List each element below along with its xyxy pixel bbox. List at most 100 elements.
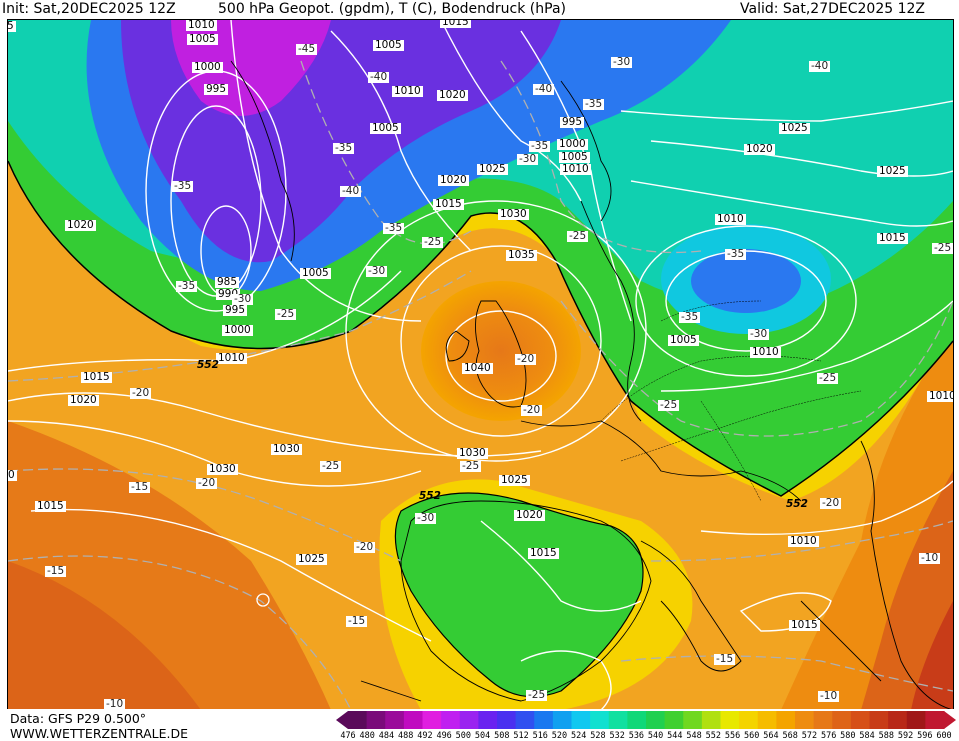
pressure-label: 1005: [559, 151, 590, 163]
pressure-label: 1000: [192, 61, 223, 73]
temperature-label: -25: [275, 308, 297, 320]
data-source-label: Data: GFS P29 0.500°: [10, 711, 147, 726]
color-scale-tick-label: 544: [667, 731, 683, 741]
color-scale-tick-label: 596: [917, 731, 933, 741]
se-hotter-field: [911, 601, 953, 710]
color-scale-tick-label: 520: [551, 731, 568, 741]
east-cold-low-core: [691, 249, 801, 313]
pressure-label: 995: [223, 304, 248, 316]
uk-high-core: [421, 281, 581, 421]
color-scale-swatch: [403, 711, 423, 729]
temperature-label: -20: [130, 387, 152, 399]
pressure-label: 990: [216, 288, 241, 300]
temperature-label: -35: [725, 248, 747, 260]
coastlines: [230, 60, 953, 710]
pressure-label: 1015: [81, 371, 112, 383]
map-title: 500 hPa Geopot. (gpdm), T (C), Bodendruc…: [218, 1, 566, 17]
pressure-label: 1000: [222, 324, 253, 336]
color-scale-swatch: [515, 711, 535, 729]
temperature-label: -20: [820, 497, 842, 509]
color-scale-swatch: [701, 711, 721, 729]
temperature-label: -25: [567, 230, 589, 242]
pressure-label: 1010: [186, 19, 217, 31]
temperature-label: -25: [320, 460, 342, 472]
color-scale-swatch: [590, 711, 610, 729]
color-scale-tick-label: 600: [936, 731, 952, 741]
pressure-label: 1010: [560, 163, 591, 175]
temperature-label: -35: [172, 180, 194, 192]
corner-label: 5: [7, 20, 16, 32]
color-scale-swatch: [813, 711, 833, 729]
pressure-label: 1005: [300, 267, 331, 279]
color-scale-swatch: [757, 711, 777, 729]
pressure-label: 1005: [370, 122, 401, 134]
color-scale-bar: [336, 711, 956, 729]
pressure-label: 1015: [789, 619, 820, 631]
color-scale-tick-label: 540: [647, 731, 664, 741]
pressure-label: 1015: [528, 547, 559, 559]
temperature-label: -25: [932, 242, 953, 254]
temperature-label: -15: [129, 481, 151, 493]
color-scale-swatch: [664, 711, 684, 729]
temperature-label: -15: [346, 615, 368, 627]
contour-552-label: 552: [786, 498, 808, 510]
temperature-label: -15: [714, 653, 736, 665]
pressure-label: 1010: [392, 85, 423, 97]
temperature-label: -40: [809, 60, 831, 72]
color-scale-swatch: [459, 711, 479, 729]
pressure-label: 1015: [877, 232, 908, 244]
color-scale-tick-label: 488: [397, 731, 414, 741]
temperature-label: -15: [45, 565, 67, 577]
pressure-label: 1015: [433, 198, 464, 210]
borders: [600, 300, 862, 502]
temperature-label: -40: [340, 185, 362, 197]
temperature-label: -25: [658, 399, 680, 411]
pressure-label: 1020: [65, 219, 96, 231]
color-scale-tick-label: 496: [436, 731, 452, 741]
color-scale-tick-label: 560: [744, 731, 760, 741]
temperature-label: -40: [368, 71, 390, 83]
pressure-label: 1025: [877, 165, 908, 177]
valid-time-label: Valid: Sat,27DEC2025 12Z: [740, 1, 926, 17]
color-scale-swatch: [795, 711, 815, 729]
pressure-label: 1010: [750, 346, 781, 358]
pressure-label: 1010: [788, 535, 819, 547]
color-scale-tick-label: 500: [455, 731, 472, 741]
color-scale-tick-label: 568: [782, 731, 798, 741]
temperature-label: -30: [366, 265, 388, 277]
color-scale-swatch: [776, 711, 796, 729]
pressure-label: 1010: [715, 213, 746, 225]
color-scale-tick-label: 508: [494, 731, 510, 741]
pressure-label: 1005: [187, 33, 218, 45]
color-scale-swatch: [888, 711, 908, 729]
temperature-label: -20: [515, 353, 537, 365]
color-scale-tick-label: 588: [878, 731, 894, 741]
color-scale-swatch: [422, 711, 442, 729]
pressure-label: 1040: [462, 362, 493, 374]
temperature-label: -30: [748, 328, 770, 340]
temperature-label: -20: [354, 541, 376, 553]
color-scale-swatch: [441, 711, 461, 729]
color-scale-arrow-low: [336, 711, 348, 729]
color-scale-tick-label: 572: [801, 731, 818, 741]
temperature-label: -10: [919, 552, 941, 564]
pressure-label: 1025: [779, 122, 810, 134]
color-scale-tick-label: 592: [897, 731, 914, 741]
temperature-label: -35: [176, 280, 198, 292]
temperature-label: -35: [383, 222, 405, 234]
pressure-label: 1030: [207, 463, 238, 475]
pressure-label: 1030: [271, 443, 302, 455]
color-scale-tick-label: 484: [378, 731, 395, 741]
color-scale-tick-label: 480: [359, 731, 375, 741]
color-scale-tick-label: 548: [686, 731, 702, 741]
color-scale-swatch: [906, 711, 926, 729]
color-scale-swatch: [348, 711, 368, 729]
pressure-label: 1020: [438, 174, 469, 186]
temperature-label: -35: [529, 140, 551, 152]
temperature-label: -35: [679, 311, 701, 323]
map-field-svg: [8, 20, 953, 710]
temperature-label: -25: [422, 236, 444, 248]
pressure-label: 1000: [557, 138, 588, 150]
color-scale-swatch: [385, 711, 405, 729]
pressure-label: 1005: [373, 39, 404, 51]
